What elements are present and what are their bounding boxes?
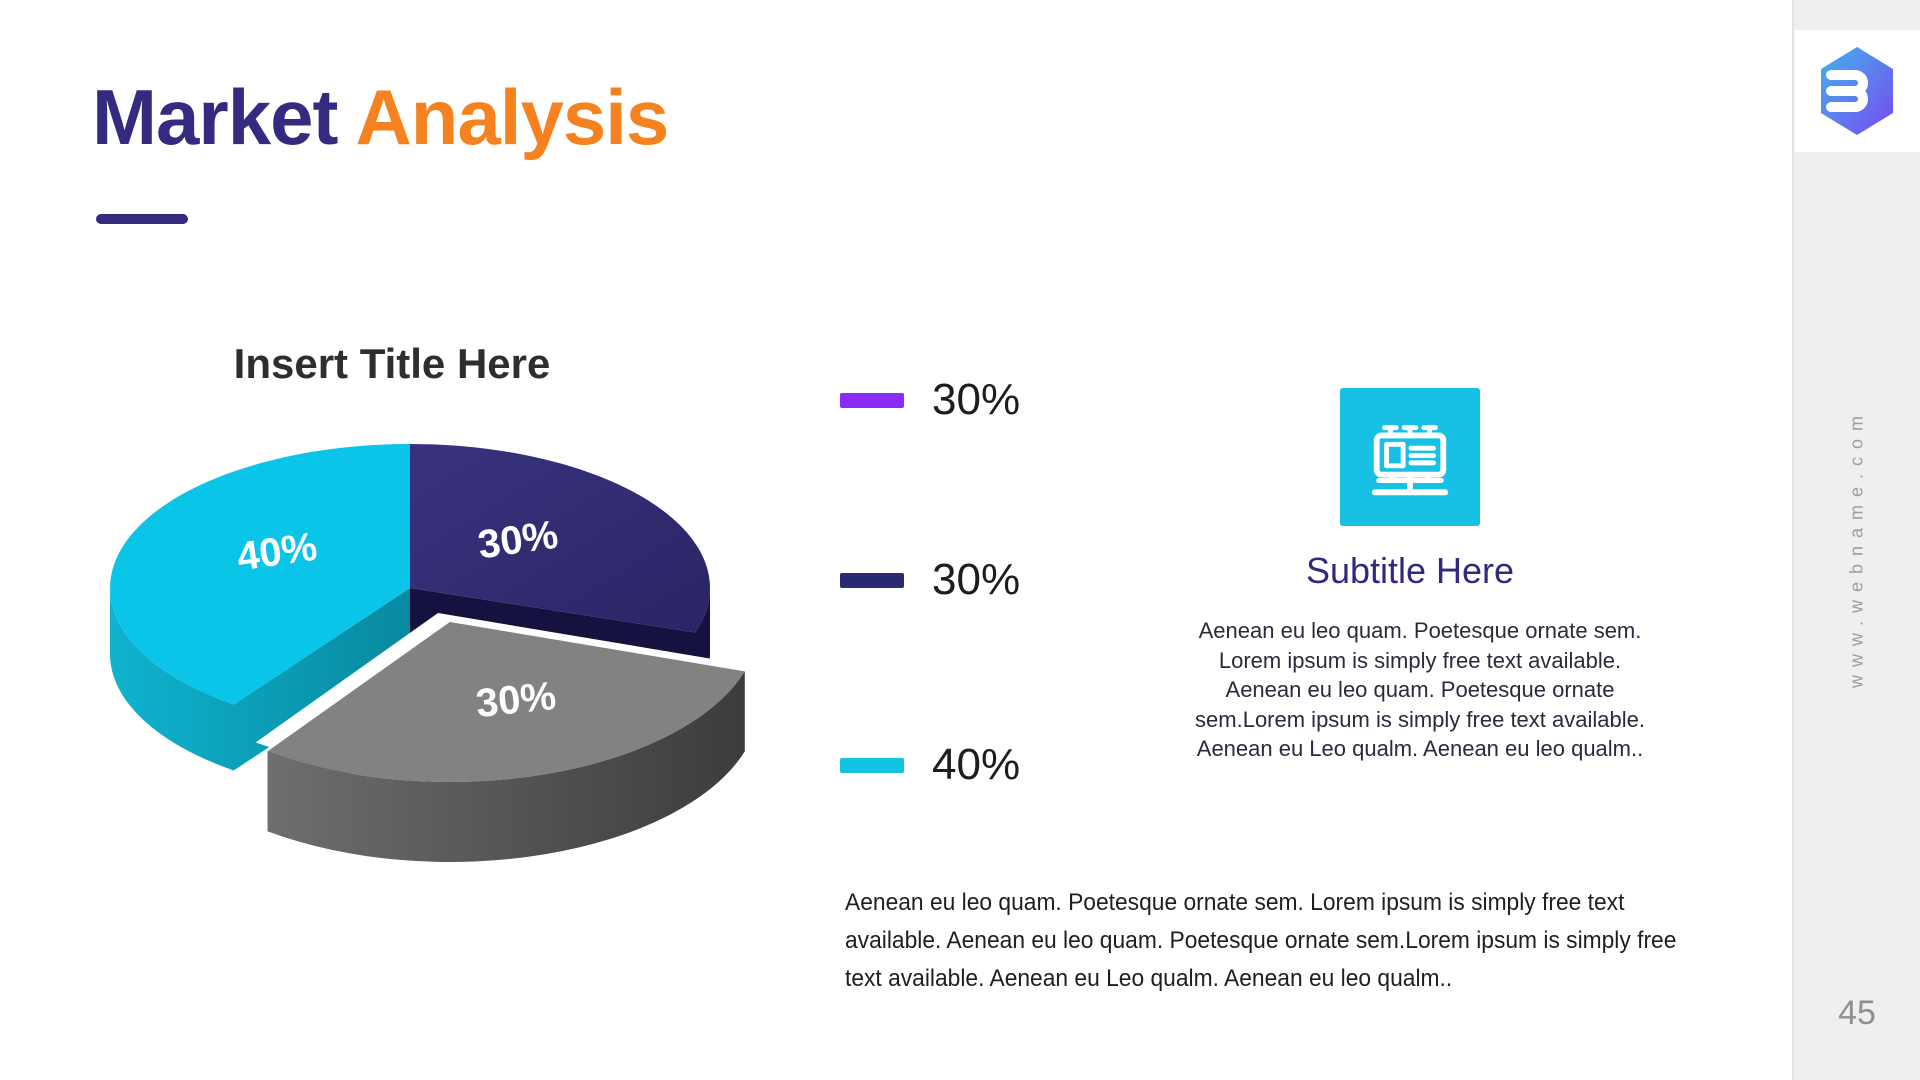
title-underline	[96, 214, 188, 224]
subtitle-title: Subtitle Here	[1305, 550, 1515, 591]
bottom-paragraph-text: Aenean eu leo quam. Poetesque ornate sem…	[845, 889, 1677, 992]
page-title: Market Analysis	[92, 72, 669, 163]
chart-title: Insert Title Here	[233, 340, 551, 387]
pie-slice-cyan-top	[110, 444, 411, 705]
billboard-icon-box	[1340, 388, 1480, 526]
legend-label: 30%	[932, 555, 1021, 604]
pie-slice-gray-top	[267, 622, 745, 782]
pie-chart-3d: 30% 40% 30%	[110, 444, 745, 862]
legend-chip-violet	[840, 392, 904, 408]
pie-label-gray: 30%	[474, 674, 558, 726]
page-title-primary: Market	[92, 73, 338, 161]
subtitle-body-text: Aenean eu leo quam. Poetesque ornate sem…	[1195, 618, 1645, 761]
legend-item-1: 30%	[840, 378, 1020, 422]
legend-item-3: 40%	[840, 743, 1020, 787]
legend-chip-cyan	[840, 757, 904, 773]
page-title-accent: Analysis	[355, 73, 669, 161]
page-number: 45	[1838, 994, 1876, 1032]
right-sidebar: www.webname.com 45	[1792, 0, 1920, 1080]
logo-box	[1794, 30, 1920, 152]
legend-label: 40%	[932, 740, 1021, 789]
pie-slice-gray-side	[267, 671, 745, 862]
website-vertical-text: www.webname.com	[1846, 407, 1867, 689]
brand-logo-icon	[1821, 47, 1893, 135]
legend-chip-navy	[840, 572, 904, 588]
pie-slice-navy-top	[410, 444, 710, 633]
billboard-icon	[1371, 425, 1449, 496]
legend-item-2: 30%	[840, 558, 1020, 602]
pie-slice-cyan-side	[110, 588, 410, 771]
legend-label: 30%	[932, 375, 1021, 424]
